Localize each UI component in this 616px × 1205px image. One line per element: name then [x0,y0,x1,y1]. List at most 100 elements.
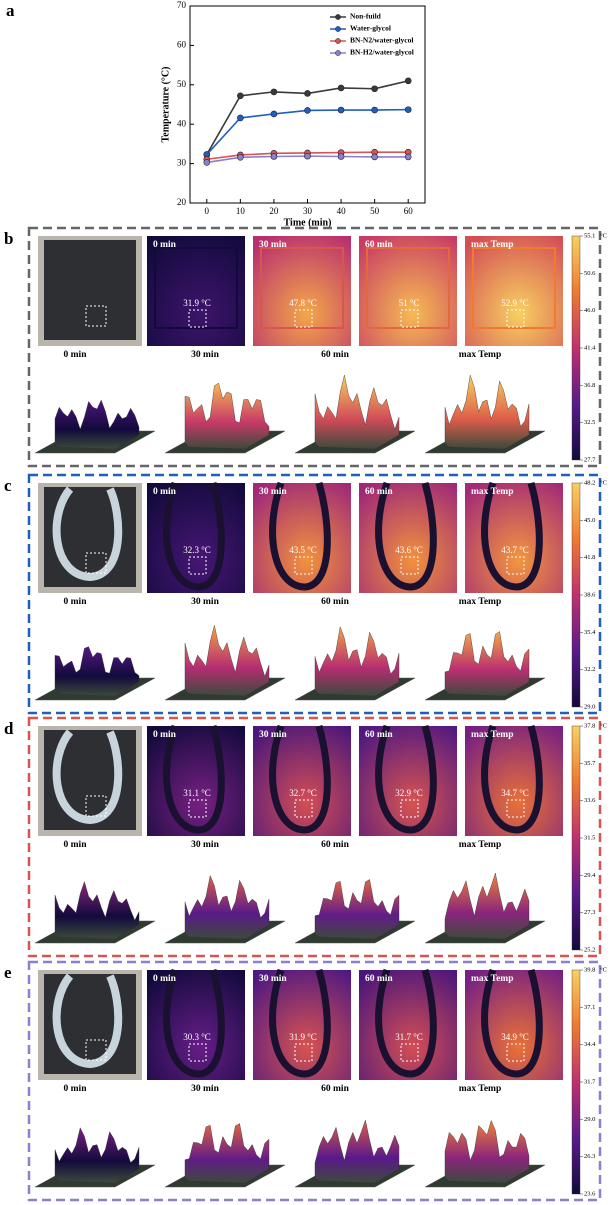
spot-temp: 32.9 °C [395,788,423,798]
colorbar-tick-label: 26.3 [584,1153,595,1160]
legend-label: BN-H2/water-glycol [350,48,414,57]
thermal-image [253,968,351,1080]
surface-label: max Temp [459,597,502,607]
legend-marker [335,26,341,32]
surface-plot [164,874,286,944]
colorbar-tick-label: 23.6 [584,1190,596,1197]
legend-marker [335,38,341,44]
image-label: max Temp [471,240,514,250]
x-tick-label: 0 [205,206,210,216]
colorbar [571,235,581,461]
colorbar-unit: °C [600,232,607,239]
image-label: 30 min [259,974,287,984]
surface-plot [424,872,546,944]
y-tick-label: 50 [177,79,187,89]
surface-label: 60 min [321,1084,349,1094]
data-point [404,153,412,161]
thermal-image [465,724,563,836]
x-tick-label: 20 [269,206,279,216]
colorbar-tick-label: 29.0 [584,703,595,710]
colorbar-tick-label: 39.8 [584,966,595,973]
image-label: 0 min [153,974,177,984]
legend-marker [335,14,341,20]
legend-label: Non-fuild [350,12,382,21]
spot-temp: 30.3 °C [183,1032,211,1042]
surface-label: 0 min [64,597,88,607]
thermal-image [465,481,563,593]
panel-label: e [4,963,12,982]
image-label: max Temp [471,974,514,984]
surface-plot [294,375,416,454]
colorbar-tick-label: 48.2 [584,479,595,486]
colorbar-tick-label: 32.2 [584,666,595,673]
colorbar [571,725,581,951]
data-point [270,153,278,160]
x-axis-title: Time (min) [284,217,332,228]
data-point [337,153,345,160]
data-point [304,90,311,97]
device-photo [38,236,142,346]
series-line [206,108,409,156]
data-point [404,106,412,113]
colorbar [571,969,581,1195]
spot-temp: 34.9 °C [501,1032,529,1042]
device-photo [38,970,142,1080]
surface-plot [294,626,416,701]
panel-label: a [6,1,15,20]
surface-label: 30 min [191,840,219,850]
image-label: 30 min [259,240,287,250]
spot-temp: 31.9 °C [183,298,211,308]
colorbar-tick-label: 38.6 [584,591,596,598]
thermal-image [147,724,245,836]
spot-temp: 34.7 °C [501,788,529,798]
colorbar-tick-label: 29.0 [584,1116,595,1123]
thermal-image [359,236,457,346]
image-label: 60 min [365,730,393,740]
data-point [371,106,378,114]
surface-plot [34,1127,156,1188]
colorbar-tick-label: 25.2 [584,946,595,953]
surface-plot [424,375,546,454]
spot-temp: 43.5 °C [289,545,317,555]
image-label: 30 min [259,487,287,497]
image-label: max Temp [471,487,514,497]
surface-label: 30 min [191,1084,219,1094]
surface-plot [424,631,546,701]
x-tick-label: 30 [303,206,313,216]
thermal-image [359,968,457,1080]
panel-border [27,716,602,958]
surface-label: max Temp [459,1084,502,1094]
surface-plot [294,1119,416,1188]
data-point [237,153,244,161]
spot-temp: 51 °C [399,298,420,308]
data-point [337,84,345,92]
panel-border [27,226,602,468]
thermal-image [147,968,245,1080]
legend-marker [335,50,341,56]
spot-temp: 47.8 °C [289,298,317,308]
thermal-image [253,724,351,836]
data-point [270,110,278,118]
surface-label: 0 min [64,1084,88,1094]
surface-plot [424,1119,546,1188]
y-tick-label: 20 [177,197,187,207]
colorbar-tick-label: 46.0 [584,307,595,314]
spot-temp: 32.3 °C [183,545,211,555]
data-point [270,88,278,96]
data-point [371,153,378,161]
surface-plot [164,1123,286,1188]
colorbar-tick-label: 33.6 [584,797,596,804]
spot-temp: 31.9 °C [289,1032,317,1042]
image-label: 60 min [365,487,393,497]
surface-plot [164,382,286,454]
surface-plot [34,880,156,944]
data-point [237,114,244,122]
colorbar-tick-label: 34.4 [584,1041,596,1048]
spot-temp: 31.7 °C [395,1032,423,1042]
colorbar-tick-label: 50.6 [584,270,596,277]
thermal-image [253,481,351,593]
legend-label: Water-glycol [350,24,391,33]
colorbar-unit: °C [600,966,607,973]
thermal-image [253,236,351,346]
